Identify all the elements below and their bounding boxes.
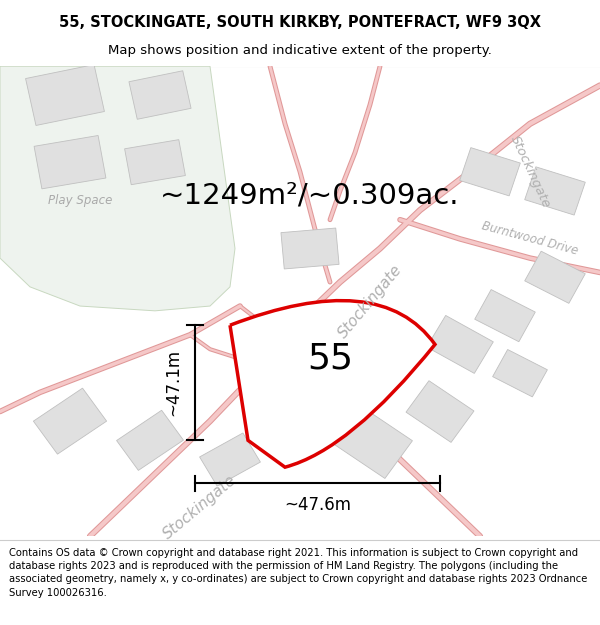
Polygon shape — [525, 251, 585, 303]
Text: ~1249m²/~0.309ac.: ~1249m²/~0.309ac. — [160, 182, 460, 210]
Polygon shape — [406, 381, 474, 442]
Polygon shape — [328, 402, 412, 479]
Polygon shape — [493, 349, 547, 397]
Polygon shape — [34, 136, 106, 189]
Polygon shape — [26, 64, 104, 126]
Polygon shape — [281, 228, 339, 269]
Polygon shape — [0, 66, 235, 311]
Text: Stockingate: Stockingate — [508, 134, 553, 210]
Text: Stockingate: Stockingate — [161, 472, 239, 542]
Polygon shape — [460, 148, 520, 196]
Polygon shape — [129, 71, 191, 119]
Text: 55: 55 — [307, 342, 353, 376]
Text: Burntwood Drive: Burntwood Drive — [481, 220, 580, 258]
Polygon shape — [125, 139, 185, 185]
Text: ~47.1m: ~47.1m — [164, 349, 182, 416]
Polygon shape — [116, 410, 184, 471]
Polygon shape — [475, 289, 535, 342]
Text: Stockingate: Stockingate — [335, 262, 405, 341]
Text: Play Space: Play Space — [48, 194, 112, 207]
Text: 55, STOCKINGATE, SOUTH KIRKBY, PONTEFRACT, WF9 3QX: 55, STOCKINGATE, SOUTH KIRKBY, PONTEFRAC… — [59, 15, 541, 30]
Text: Map shows position and indicative extent of the property.: Map shows position and indicative extent… — [108, 44, 492, 57]
Text: ~47.6m: ~47.6m — [284, 496, 351, 514]
PathPatch shape — [230, 301, 435, 468]
Polygon shape — [34, 388, 107, 454]
Polygon shape — [427, 316, 493, 373]
Polygon shape — [200, 433, 260, 486]
Text: Contains OS data © Crown copyright and database right 2021. This information is : Contains OS data © Crown copyright and d… — [9, 548, 587, 598]
Polygon shape — [525, 167, 585, 215]
